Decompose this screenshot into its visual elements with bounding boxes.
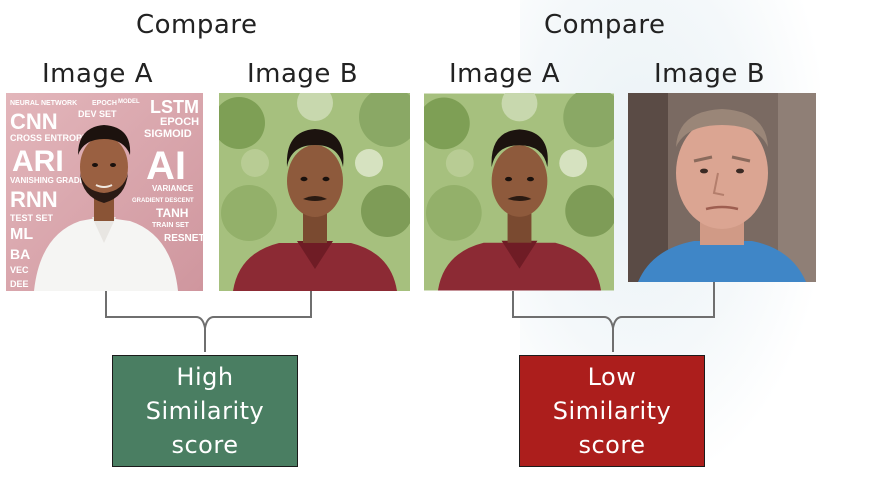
right-image-b-label: Image B: [654, 59, 766, 89]
word-cloud-word: VARIANCE: [152, 184, 194, 193]
word-cloud-word: TEST SET: [10, 213, 54, 223]
right-image-a-photo: [424, 93, 614, 291]
high-similarity-score-label: High Similarity score: [145, 363, 265, 459]
right-image-b-photo: [628, 93, 816, 282]
low-similarity-score-label: Low Similarity score: [552, 363, 672, 459]
word-cloud-word: RESNET: [164, 233, 203, 244]
word-cloud-word: MODEL: [118, 99, 140, 105]
word-cloud-word: VEC: [10, 265, 29, 275]
right-image-a-label: Image A: [449, 59, 560, 89]
left-image-a-label: Image A: [42, 59, 153, 89]
word-cloud-word: RNN: [10, 187, 58, 212]
word-cloud-word: DEV SET: [78, 109, 117, 119]
left-image-b-label: Image B: [247, 59, 359, 89]
left-image-a-photo: NEURAL NETWORK EPOCH MODEL LSTM CNN DEV …: [6, 93, 203, 291]
left-image-b-photo: [219, 93, 410, 291]
high-similarity-score-box: High Similarity score: [112, 355, 298, 467]
word-cloud-word: DEE: [10, 279, 29, 289]
word-cloud-word: EPOCH: [92, 100, 117, 107]
word-cloud-word: SIGMOID: [144, 128, 192, 140]
low-similarity-score-box: Low Similarity score: [519, 355, 705, 467]
word-cloud-word: TRAIN SET: [152, 222, 190, 229]
word-cloud-word: CROSS ENTROPY: [10, 133, 88, 143]
word-cloud-word: ARI: [12, 145, 64, 178]
word-cloud-word: EPOCH: [160, 116, 199, 128]
word-cloud-word: TANH: [156, 206, 188, 220]
word-cloud-word: NEURAL NETWORK: [10, 100, 77, 107]
left-compare-label: Compare: [136, 10, 258, 40]
right-compare-label: Compare: [544, 10, 666, 40]
word-cloud-word: ML: [10, 226, 33, 243]
word-cloud-word: GRADIENT DESCENT: [132, 198, 194, 204]
word-cloud-word: AI: [146, 144, 186, 188]
word-cloud-word: LSTM: [150, 97, 199, 117]
word-cloud-word: VANISHING GRADIENT: [10, 176, 98, 185]
word-cloud-word: BA: [10, 246, 30, 262]
word-cloud-word: CNN: [10, 109, 58, 134]
